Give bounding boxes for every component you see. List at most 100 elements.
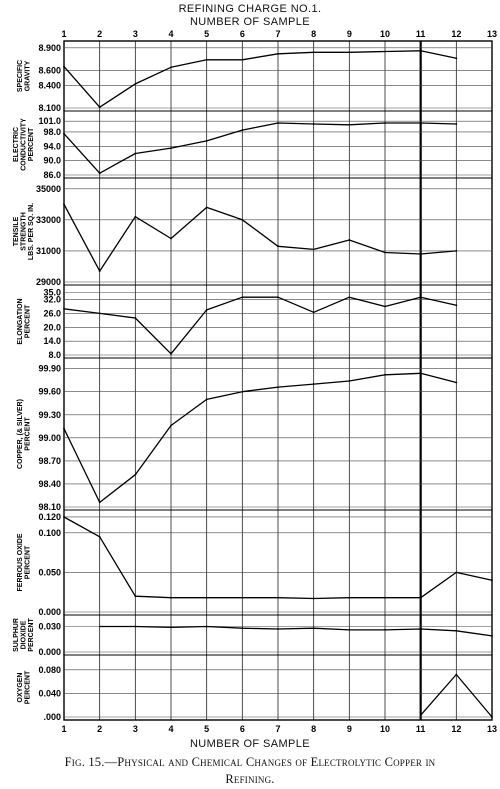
data-point-5-13 — [491, 579, 493, 582]
data-point-3-4 — [170, 352, 172, 355]
y-tick-4-6: 99.90 — [38, 364, 61, 374]
y-tick-5-3: 0.120 — [38, 512, 61, 522]
data-point-4-1 — [63, 427, 65, 430]
data-point-6-11 — [419, 628, 422, 630]
y-tick-2-2: 33000 — [36, 215, 61, 225]
data-point-5-4 — [170, 596, 172, 599]
y-tick-1-4: 101.0 — [38, 116, 61, 126]
x-tick-top-10: 10 — [380, 29, 390, 39]
data-point-4-5 — [205, 398, 208, 401]
data-point-5-2 — [98, 535, 101, 538]
data-point-2-5 — [205, 206, 208, 209]
data-point-5-10 — [384, 596, 386, 599]
x-tick-top-2: 2 — [97, 29, 102, 39]
data-point-3-8 — [312, 311, 315, 314]
x-tick-top-5: 5 — [204, 29, 209, 39]
data-point-5-5 — [205, 596, 208, 599]
data-point-0-10 — [384, 50, 386, 53]
series-line-1 — [63, 122, 457, 174]
panel-label-line-7-1: PERCENT — [24, 670, 31, 704]
y-tick-1-0: 86.0 — [43, 170, 61, 180]
data-point-6-10 — [384, 629, 386, 631]
data-point-4-11 — [419, 372, 422, 375]
data-point-3-10 — [384, 305, 386, 308]
data-point-0-8 — [312, 51, 315, 54]
y-tick-5-0: 0.000 — [38, 607, 61, 617]
data-point-1-4 — [170, 147, 172, 149]
panel-label-line-6-0: SULPHUR — [13, 618, 20, 652]
data-point-0-2 — [98, 106, 101, 109]
x-tick-bottom-12: 12 — [451, 724, 461, 734]
series-line-4 — [63, 372, 457, 504]
panel-label-line-4-0: COPPER, (& SILVER) — [17, 399, 24, 469]
x-tick-top-13: 13 — [487, 29, 497, 39]
y-tick-3-2: 20.0 — [43, 322, 61, 332]
x-tick-bottom-7: 7 — [275, 724, 280, 734]
x-tick-bottom-5: 5 — [204, 724, 209, 734]
y-tick-1-2: 94.0 — [43, 141, 61, 151]
panel-label-line-2-0: TENSILE — [13, 216, 20, 246]
panel-label-6: SULPHUR DIOXIDE PERCENT — [13, 618, 35, 652]
y-tick-1-1: 90.0 — [43, 156, 61, 166]
x-tick-top-8: 8 — [311, 29, 316, 39]
chart-title: REFINING CHARGE NO.1. — [178, 3, 322, 15]
x-tick-bottom-11: 11 — [416, 724, 426, 734]
data-point-1-8 — [312, 123, 315, 125]
x-tick-top-3: 3 — [133, 29, 138, 39]
panel-label-line-6-2: PERCENT — [28, 618, 35, 652]
y-tick-3-4: 32.0 — [43, 295, 61, 305]
panel-label-0: SPECIFIC GRAVITY — [17, 60, 32, 92]
x-tick-bottom-2: 2 — [97, 724, 102, 734]
data-point-7-13 — [491, 716, 493, 718]
plot-frame — [63, 40, 493, 721]
data-point-6-5 — [205, 625, 208, 628]
y-tick-6-1: 0.030 — [38, 622, 61, 632]
panel-label-line-6-1: DIOXIDE — [21, 620, 28, 649]
data-point-2-2 — [98, 270, 101, 273]
data-point-4-8 — [312, 383, 315, 385]
data-point-6-7 — [277, 628, 279, 630]
data-point-3-2 — [98, 312, 101, 315]
x-tick-top-4: 4 — [168, 29, 173, 39]
data-point-1-6 — [241, 129, 244, 132]
data-point-6-3 — [134, 625, 137, 628]
panel-label-line-1-2: PERCENT — [28, 127, 35, 161]
y-tick-2-3: 35000 — [36, 184, 61, 194]
figure-caption: Fig. 15.—Physical and Chemical Changes o… — [10, 754, 490, 788]
x-tick-top-12: 12 — [451, 29, 461, 39]
data-point-6-2 — [98, 625, 101, 628]
y-tick-1-3: 98.0 — [43, 127, 61, 137]
x-tick-bottom-9: 9 — [347, 724, 352, 734]
x-tick-bottom-4: 4 — [168, 724, 173, 734]
data-point-2-12 — [455, 250, 458, 252]
data-point-0-1 — [63, 65, 65, 68]
panel-label-7: OXYGEN PERCENT — [17, 670, 32, 704]
panel-label-line-5-1: PERCENT — [24, 545, 31, 579]
y-tick-3-5: 35.0 — [43, 288, 61, 298]
x-tick-top-6: 6 — [240, 29, 245, 39]
data-point-3-11 — [419, 296, 422, 299]
figure-caption-line-1: Fig. 15.—Physical and Chemical Changes o… — [64, 755, 436, 769]
y-tick-3-3: 26.0 — [43, 308, 61, 318]
y-tick-4-4: 99.30 — [38, 410, 61, 420]
y-tick-4-5: 99.60 — [38, 387, 61, 397]
data-point-3-1 — [63, 307, 65, 310]
panel-label-line-1-0: ELECTRIC — [13, 127, 20, 162]
data-point-1-12 — [455, 123, 458, 125]
data-point-4-4 — [170, 424, 172, 427]
y-tick-2-1: 31000 — [36, 246, 61, 256]
data-point-1-2 — [98, 172, 101, 175]
data-point-1-1 — [63, 132, 65, 135]
data-point-2-10 — [384, 251, 386, 254]
x-tick-bottom-1: 1 — [61, 724, 66, 734]
y-tick-4-3: 99.00 — [38, 433, 61, 443]
data-point-6-8 — [312, 627, 315, 630]
data-point-5-12 — [455, 571, 458, 574]
x-axis-title-bottom: NUMBER OF SAMPLE — [189, 738, 311, 750]
x-tick-bottom-6: 6 — [240, 724, 245, 734]
y-tick-0-3: 8.900 — [38, 43, 61, 53]
x-tick-bottom-10: 10 — [380, 724, 390, 734]
data-point-2-6 — [241, 218, 244, 221]
y-tick-7-1: 0.040 — [38, 688, 61, 698]
data-point-2-7 — [277, 245, 279, 248]
